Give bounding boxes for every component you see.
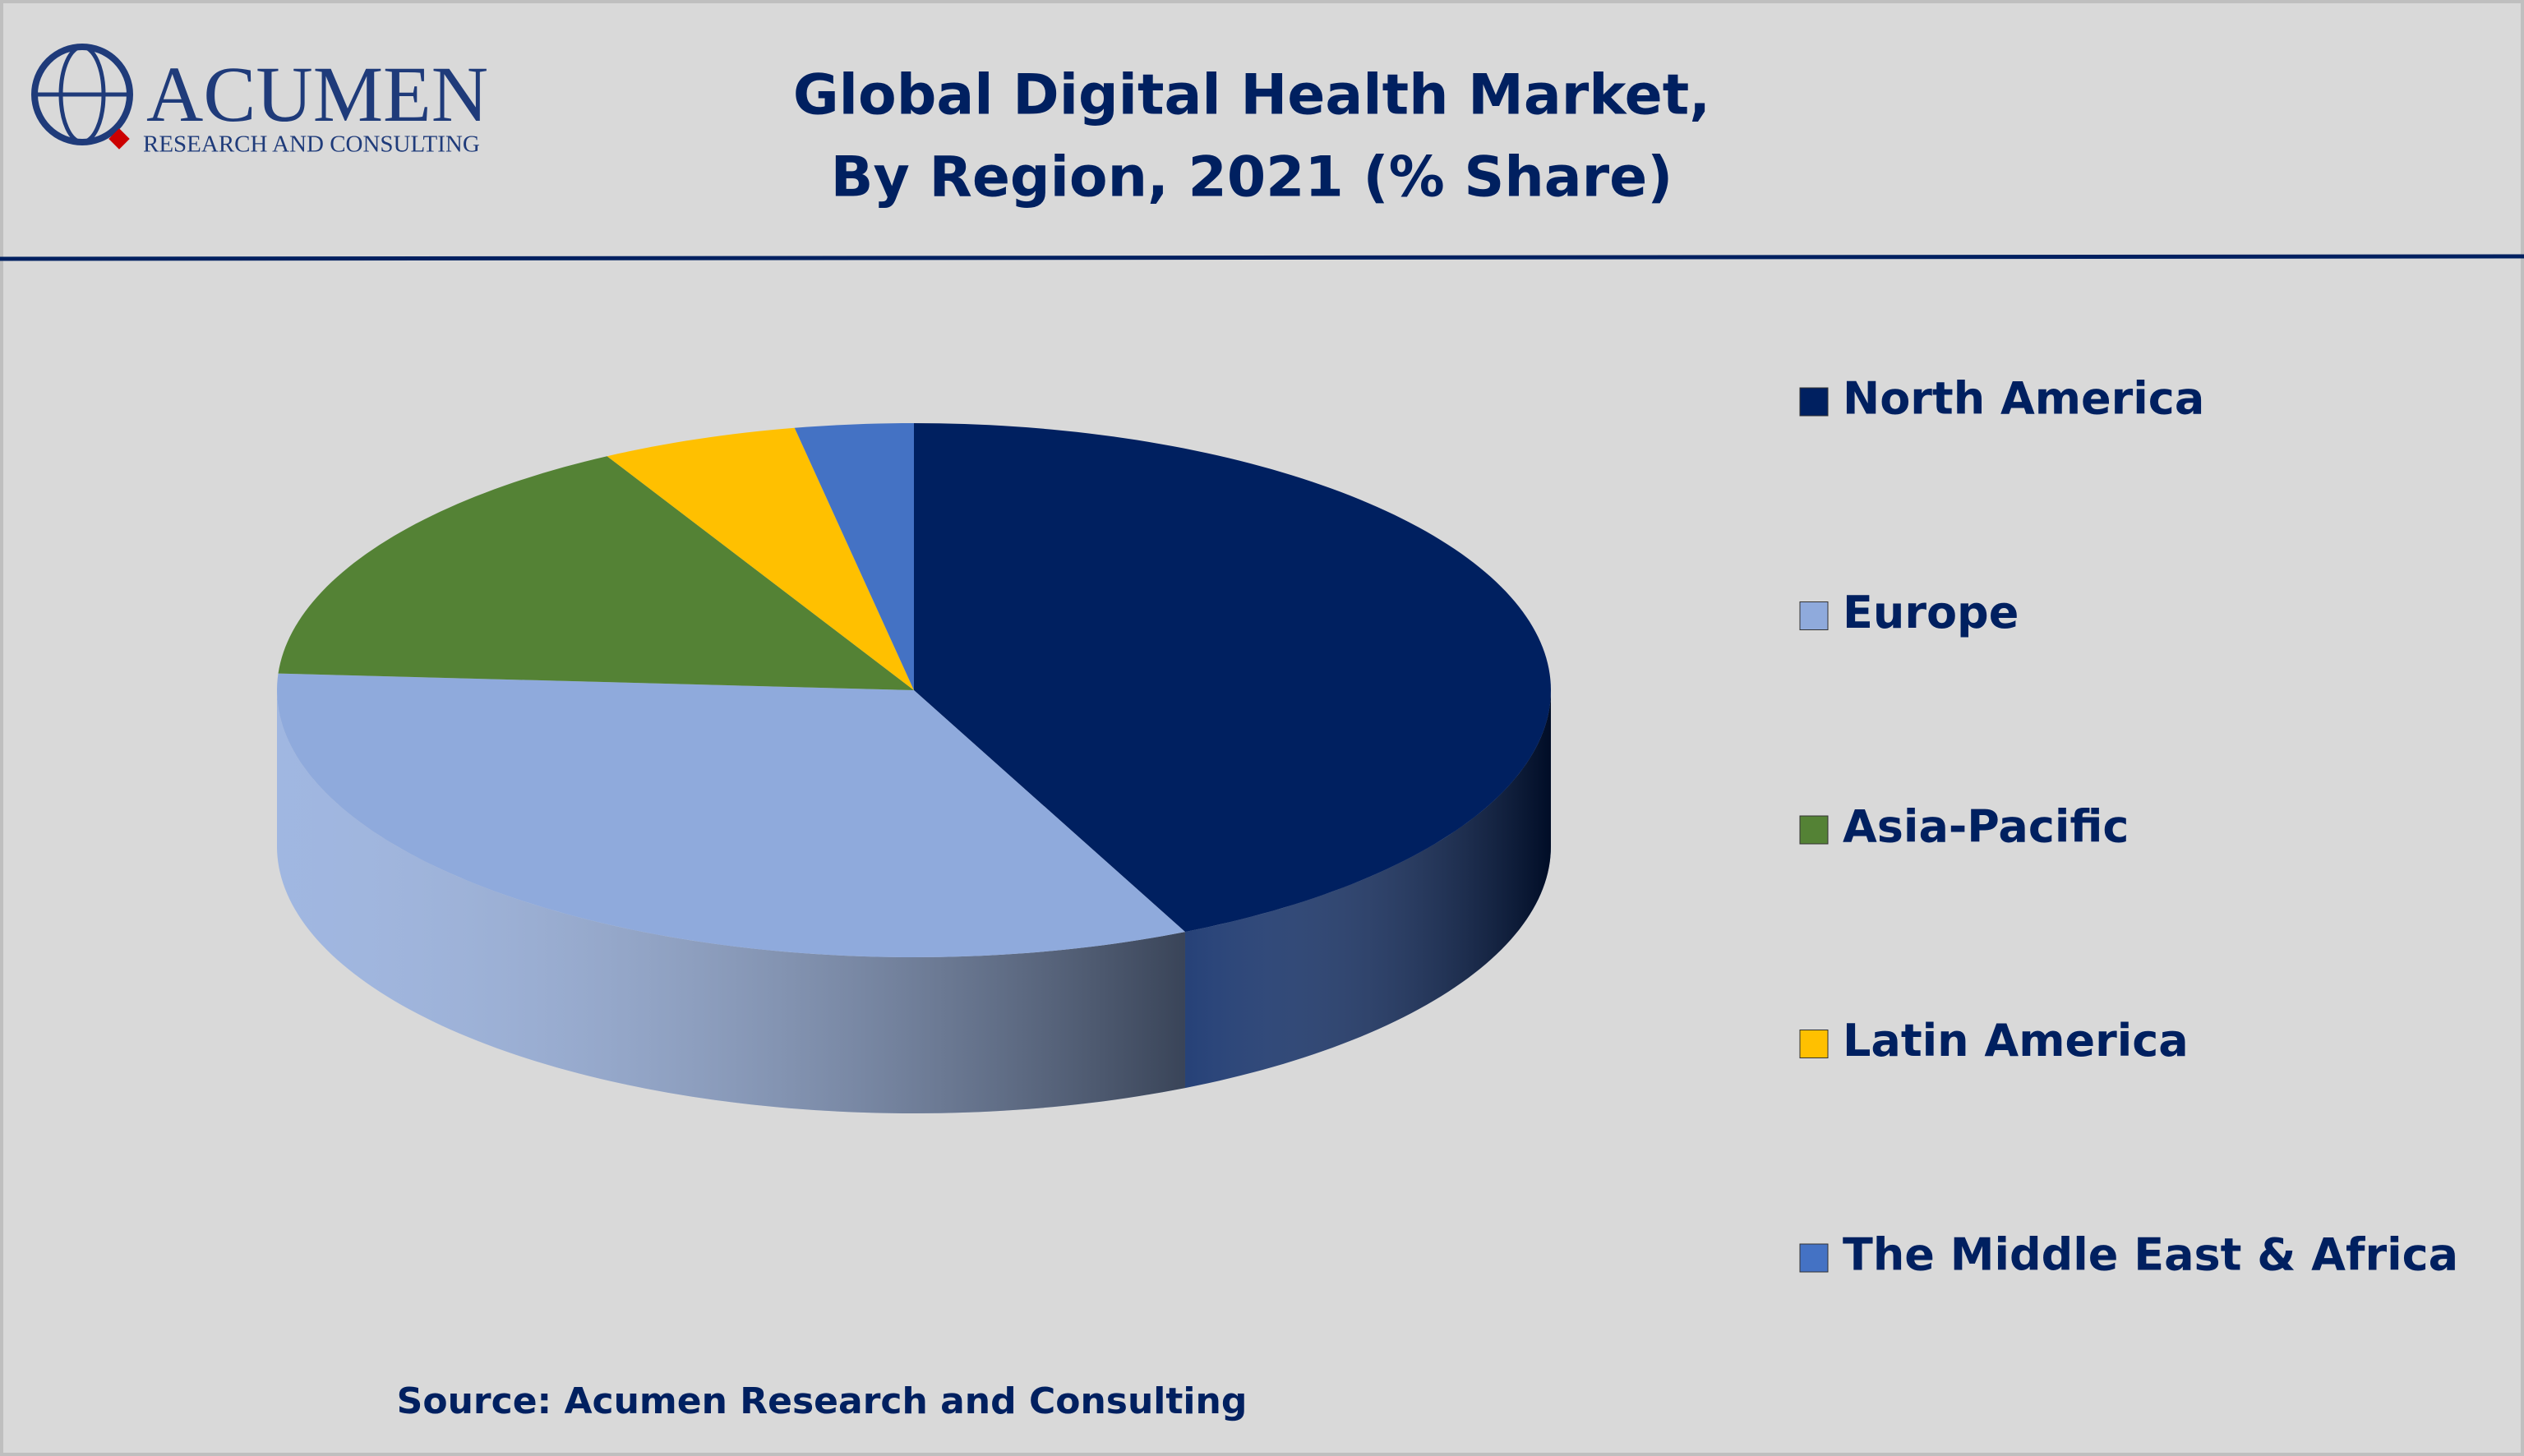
logo-tagline: RESEARCH AND CONSULTING: [143, 131, 480, 158]
header-rule: [0, 254, 2524, 261]
pie-slice: [278, 456, 914, 690]
legend-swatch: [1799, 601, 1829, 630]
legend-label: Latin America: [1843, 1015, 2189, 1067]
legend-swatch: [1799, 1243, 1829, 1273]
legend-label: North America: [1843, 373, 2204, 425]
legend-label: The Middle East & Africa: [1843, 1229, 2458, 1281]
legend-swatch: [1799, 1030, 1829, 1058]
pie-slice: [794, 423, 914, 690]
pie-slice: [277, 673, 1185, 957]
pie-slice: [914, 423, 1551, 933]
pie-side-shade: [1184, 690, 1551, 1089]
legend-swatch: [1799, 387, 1829, 417]
legend-swatch: [1799, 815, 1829, 845]
source: Source: Acumen Research and Consulting: [397, 1380, 1248, 1422]
chart-title: Global Digital Health Market,: [793, 63, 1710, 128]
logo-name: ACUMEN: [146, 50, 488, 138]
logo: ACUMEN RESEARCH AND CONSULTING: [31, 44, 488, 158]
pie-side-shade: [277, 690, 1185, 1113]
pie-slice: [607, 427, 914, 690]
legend-label: Asia-Pacific: [1843, 801, 2129, 853]
chart-subtitle: By Region, 2021 (% Share): [831, 145, 1673, 210]
legend-label: Europe: [1843, 587, 2019, 638]
